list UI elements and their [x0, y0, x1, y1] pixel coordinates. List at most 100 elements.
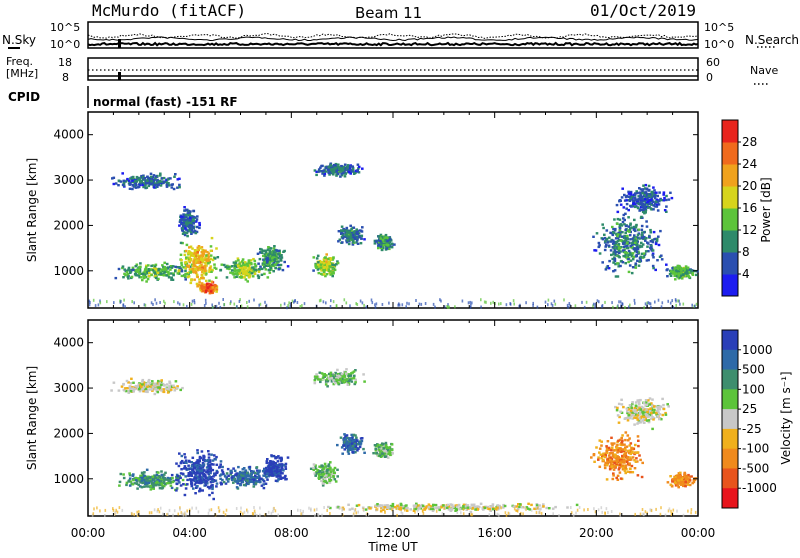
- range-time-cell: [179, 477, 182, 479]
- ground-scatter-cell: [300, 305, 302, 308]
- range-time-cell: [132, 184, 135, 186]
- range-time-cell: [249, 275, 252, 277]
- ground-scatter-cell: [462, 300, 464, 303]
- range-time-cell: [624, 255, 627, 257]
- range-time-cell: [199, 489, 202, 491]
- power-colorbar-segment: [722, 142, 738, 165]
- range-time-cell: [321, 372, 324, 374]
- range-time-cell: [374, 448, 377, 450]
- range-time-cell: [218, 466, 221, 468]
- ground-scatter-cell: [246, 301, 248, 304]
- range-time-cell: [192, 210, 195, 212]
- range-time-cell: [332, 257, 335, 259]
- ground-scatter-cell: [480, 306, 482, 309]
- ground-scatter-cell: [382, 303, 384, 306]
- range-time-cell: [673, 275, 676, 277]
- range-time-cell: [282, 251, 285, 253]
- range-time-cell: [242, 258, 245, 260]
- ground-scatter-cell: [336, 305, 338, 308]
- range-time-cell: [274, 462, 277, 464]
- range-time-cell: [261, 252, 264, 254]
- range-time-cell: [350, 233, 353, 235]
- range-time-cell: [597, 459, 600, 461]
- range-time-cell: [353, 377, 356, 379]
- power-colorbar-segment: [722, 186, 738, 209]
- range-time-cell: [327, 258, 330, 260]
- range-time-cell: [169, 268, 172, 270]
- range-time-cell: [141, 472, 144, 474]
- range-time-cell: [353, 236, 356, 238]
- range-time-cell: [641, 476, 644, 478]
- range-time-cell: [177, 272, 180, 274]
- range-time-cell: [184, 278, 187, 280]
- range-time-cell: [637, 198, 640, 200]
- cpid-label: CPID: [8, 90, 40, 104]
- range-time-cell: [231, 476, 234, 478]
- range-time-cell: [184, 475, 187, 477]
- range-time-cell: [227, 478, 230, 480]
- range-time-cell: [198, 281, 201, 283]
- ground-scatter-cell: [510, 303, 512, 306]
- range-time-cell: [198, 224, 201, 226]
- range-time-cell: [363, 380, 366, 382]
- range-time-cell: [150, 176, 153, 178]
- range-time-cell: [332, 379, 335, 381]
- range-time-cell: [386, 244, 389, 246]
- range-time-cell: [619, 224, 622, 226]
- range-time-cell: [163, 262, 166, 264]
- range-time-cell: [168, 381, 171, 383]
- range-time-cell: [629, 205, 632, 207]
- ground-scatter-cell: [113, 301, 115, 304]
- range-time-cell: [391, 449, 394, 451]
- range-time-cell: [270, 464, 273, 466]
- range-time-cell: [666, 403, 669, 405]
- range-time-cell: [633, 200, 636, 202]
- ground-scatter-cell: [569, 302, 571, 305]
- range-time-cell: [195, 232, 198, 234]
- range-time-cell: [274, 470, 277, 472]
- range-time-cell: [175, 489, 178, 491]
- ground-scatter-cell: [645, 302, 647, 305]
- range-time-cell: [315, 267, 318, 269]
- range-time-cell: [245, 267, 248, 269]
- range-time-cell: [634, 452, 637, 454]
- range-time-cell: [625, 208, 628, 210]
- range-time-cell: [280, 457, 283, 459]
- range-time-cell: [189, 217, 192, 219]
- ground-scatter-cell: [470, 306, 472, 309]
- range-time-cell: [161, 474, 164, 476]
- ground-scatter-cell: [320, 299, 322, 302]
- range-time-cell: [186, 235, 189, 237]
- ground-scatter-cell: [280, 304, 282, 307]
- range-time-cell: [624, 470, 627, 472]
- ground-scatter-cell: [372, 301, 374, 304]
- range-time-cell: [324, 257, 327, 259]
- range-time-cell: [221, 479, 224, 481]
- range-time-cell: [636, 260, 639, 262]
- range-time-cell: [278, 253, 281, 255]
- ground-scatter-cell: [402, 303, 404, 306]
- range-time-cell: [208, 269, 211, 271]
- range-time-cell: [604, 467, 607, 469]
- range-time-cell: [353, 173, 356, 175]
- range-time-cell: [317, 171, 320, 173]
- range-time-cell: [664, 209, 667, 211]
- range-time-cell: [164, 472, 167, 474]
- range-time-cell: [242, 472, 245, 474]
- range-time-cell: [132, 479, 135, 481]
- nave-label: Nave: [750, 64, 778, 77]
- range-time-cell: [328, 378, 331, 380]
- range-time-cell: [629, 238, 632, 240]
- ground-scatter-cell: [532, 302, 534, 305]
- range-time-cell: [340, 229, 343, 231]
- range-time-cell: [272, 270, 275, 272]
- ground-scatter-cell: [194, 299, 196, 302]
- range-time-cell: [271, 473, 274, 475]
- range-time-cell: [635, 262, 638, 264]
- range-time-cell: [612, 261, 615, 263]
- range-time-cell: [643, 207, 646, 209]
- range-time-cell: [212, 469, 215, 471]
- range-time-cell: [275, 480, 278, 482]
- range-time-cell: [319, 470, 322, 472]
- range-time-cell: [686, 267, 689, 269]
